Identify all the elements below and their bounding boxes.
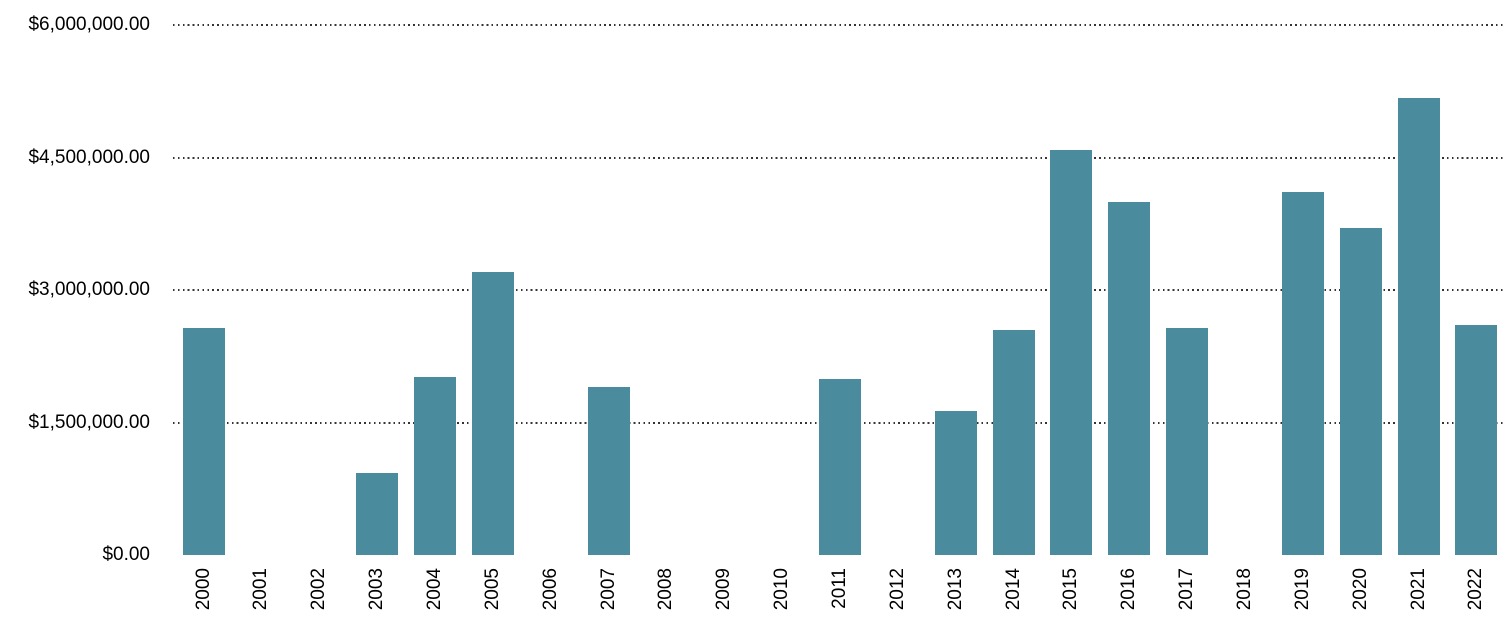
- x-axis-tick-label-2006: 2006: [539, 568, 561, 611]
- x-axis-tick-label-2021: 2021: [1407, 568, 1429, 611]
- x-axis-tick-label-2004: 2004: [423, 568, 445, 611]
- bar-2005: [471, 271, 514, 555]
- x-axis-tick-label-2010: 2010: [771, 568, 793, 611]
- x-axis-tick-label-2005: 2005: [481, 568, 503, 611]
- x-axis-tick-label-2020: 2020: [1349, 568, 1371, 611]
- y-axis-tick-label: $0.00: [102, 544, 150, 565]
- bar-2003: [356, 472, 399, 555]
- bar-2020: [1339, 228, 1382, 555]
- gridline: [173, 24, 1505, 26]
- bar-2016: [1108, 201, 1151, 555]
- bar-2004: [413, 377, 456, 555]
- x-axis-tick-label-2002: 2002: [308, 568, 330, 611]
- x-axis-tick-label-2018: 2018: [1234, 568, 1255, 611]
- gridline: [173, 289, 1505, 291]
- bar-2021: [1397, 97, 1440, 555]
- bar-2013: [934, 411, 977, 555]
- bar-2000: [182, 327, 225, 555]
- x-axis-tick-label-2001: 2001: [250, 568, 272, 611]
- y-axis-tick-label: $1,500,000.00: [28, 411, 150, 433]
- x-axis-tick-label-2022: 2022: [1465, 568, 1487, 611]
- x-axis-tick-label-2003: 2003: [366, 568, 388, 611]
- x-axis-tick-label-2007: 2007: [597, 568, 619, 611]
- x-axis-tick-label-2000: 2000: [192, 568, 214, 611]
- bar-2017: [1166, 327, 1209, 555]
- y-axis-tick-label: $4,500,000.00: [28, 146, 150, 168]
- x-axis-tick-label-2016: 2016: [1118, 568, 1140, 611]
- bar-2019: [1281, 191, 1324, 555]
- x-axis-tick-label-2015: 2015: [1060, 568, 1082, 611]
- x-axis-tick-label-2012: 2012: [886, 568, 908, 611]
- bar-2015: [1050, 149, 1093, 555]
- y-axis-tick-label: $3,000,000.00: [28, 279, 150, 300]
- x-axis-tick-label-2017: 2017: [1176, 568, 1198, 611]
- x-axis-tick-label-2009: 2009: [713, 568, 735, 611]
- x-axis-tick-label-2019: 2019: [1291, 568, 1313, 611]
- gridline: [173, 156, 1505, 159]
- bar-2007: [587, 387, 630, 555]
- bar-2022: [1455, 324, 1498, 555]
- x-axis-tick-label-2013: 2013: [944, 568, 966, 611]
- bar-2014: [992, 329, 1035, 555]
- x-axis-tick-label-2008: 2008: [655, 568, 677, 611]
- x-axis-tick-label-2011: 2011: [828, 568, 850, 609]
- bar-2011: [818, 379, 861, 555]
- y-axis-tick-label: $6,000,000.00: [28, 14, 150, 35]
- x-axis-tick-label-2014: 2014: [1002, 568, 1024, 611]
